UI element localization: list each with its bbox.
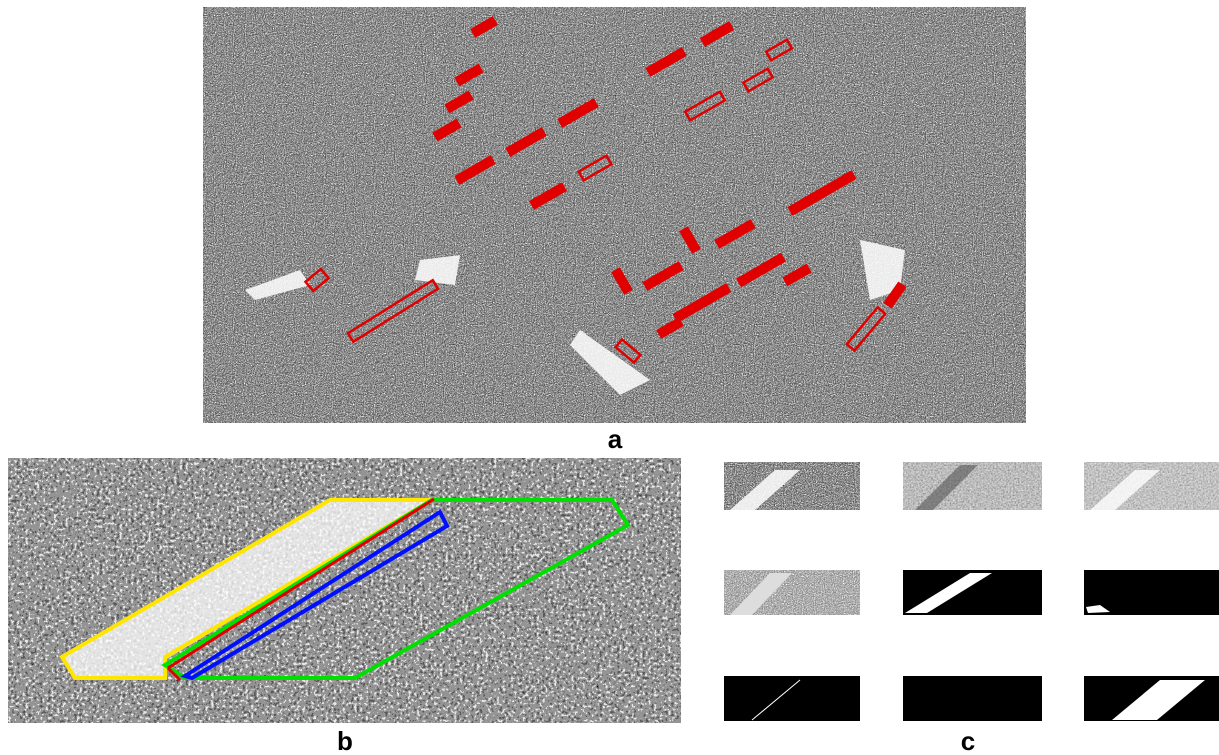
panel-b	[8, 458, 681, 723]
panel-c	[724, 462, 1219, 721]
thumb	[724, 676, 860, 721]
panel-label: c	[961, 726, 975, 755]
thumb	[903, 676, 1042, 721]
panel-a	[203, 7, 1026, 423]
figure: a b c	[0, 0, 1219, 755]
panel-label: a	[608, 424, 623, 454]
sar-crop	[8, 458, 681, 723]
panel-label: b	[337, 726, 353, 755]
page: a b c (() => { const data = JSON.parse(d…	[0, 0, 1219, 755]
